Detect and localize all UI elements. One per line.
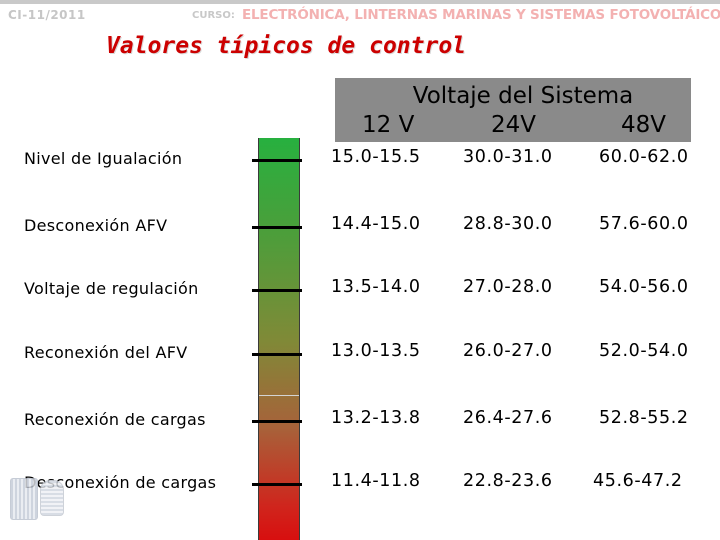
course-label: CURSO:: [192, 10, 235, 21]
row-label: Desconexión de cargas: [24, 473, 217, 492]
top-divider: [0, 0, 720, 4]
level-tick: [252, 483, 302, 486]
course-name: ELECTRÓNICA, LINTERNAS MARINAS Y SISTEMA…: [242, 7, 720, 23]
value-48v: 52.8-55.2: [599, 408, 689, 428]
level-tick: [252, 159, 302, 162]
value-24v: 22.8-23.6: [463, 471, 553, 491]
table-row: Reconexión del AFV 13.0-13.5 26.0-27.0 5…: [0, 339, 720, 369]
level-tick: [252, 420, 302, 423]
value-48v: 57.6-60.0: [599, 214, 689, 234]
table-row: Reconexión de cargas 13.2-13.8 26.4-27.6…: [0, 406, 720, 436]
row-label: Reconexión de cargas: [24, 410, 206, 429]
value-12v: 13.5-14.0: [331, 277, 421, 297]
level-tick: [252, 353, 302, 356]
value-48v: 45.6-47.2: [593, 471, 683, 491]
institution-shield-logo: [40, 480, 64, 516]
value-12v: 13.2-13.8: [331, 408, 421, 428]
value-24v: 26.0-27.0: [463, 341, 553, 361]
row-label: Voltaje de regulación: [24, 279, 199, 298]
value-48v: 52.0-54.0: [599, 341, 689, 361]
table-row: Voltaje de regulación 13.5-14.0 27.0-28.…: [0, 275, 720, 305]
level-tick: [252, 289, 302, 292]
value-12v: 15.0-15.5: [331, 147, 421, 167]
table-row: Nivel de Igualación 15.0-15.5 30.0-31.0 …: [0, 145, 720, 175]
university-seal-logo: [10, 478, 38, 520]
value-12v: 13.0-13.5: [331, 341, 421, 361]
value-24v: 26.4-27.6: [463, 408, 553, 428]
course-code: CI-11/2011: [8, 8, 86, 22]
voltage-level-bar: [258, 138, 300, 540]
row-label: Reconexión del AFV: [24, 343, 188, 362]
system-voltage-title: Voltaje del Sistema: [412, 83, 634, 109]
slide-title: Valores típicos de control: [106, 33, 467, 59]
row-label: Nivel de Igualación: [24, 149, 183, 168]
column-header-48v: 48V: [621, 112, 667, 138]
row-label: Desconexión AFV: [24, 216, 168, 235]
system-voltage-header: Voltaje del Sistema 12 V 24V 48V: [335, 78, 691, 142]
column-header-24v: 24V: [491, 112, 537, 138]
table-row: Desconexión AFV 14.4-15.0 28.8-30.0 57.6…: [0, 212, 720, 242]
column-header-12v: 12 V: [362, 112, 415, 138]
value-24v: 28.8-30.0: [463, 214, 553, 234]
value-12v: 11.4-11.8: [331, 471, 421, 491]
value-48v: 60.0-62.0: [599, 147, 689, 167]
value-12v: 14.4-15.0: [331, 214, 421, 234]
value-24v: 30.0-31.0: [463, 147, 553, 167]
value-48v: 54.0-56.0: [599, 277, 689, 297]
value-24v: 27.0-28.0: [463, 277, 553, 297]
level-tick: [252, 226, 302, 229]
bar-marker: [259, 395, 299, 396]
table-row: Desconexión de cargas 11.4-11.8 22.8-23.…: [0, 469, 720, 499]
